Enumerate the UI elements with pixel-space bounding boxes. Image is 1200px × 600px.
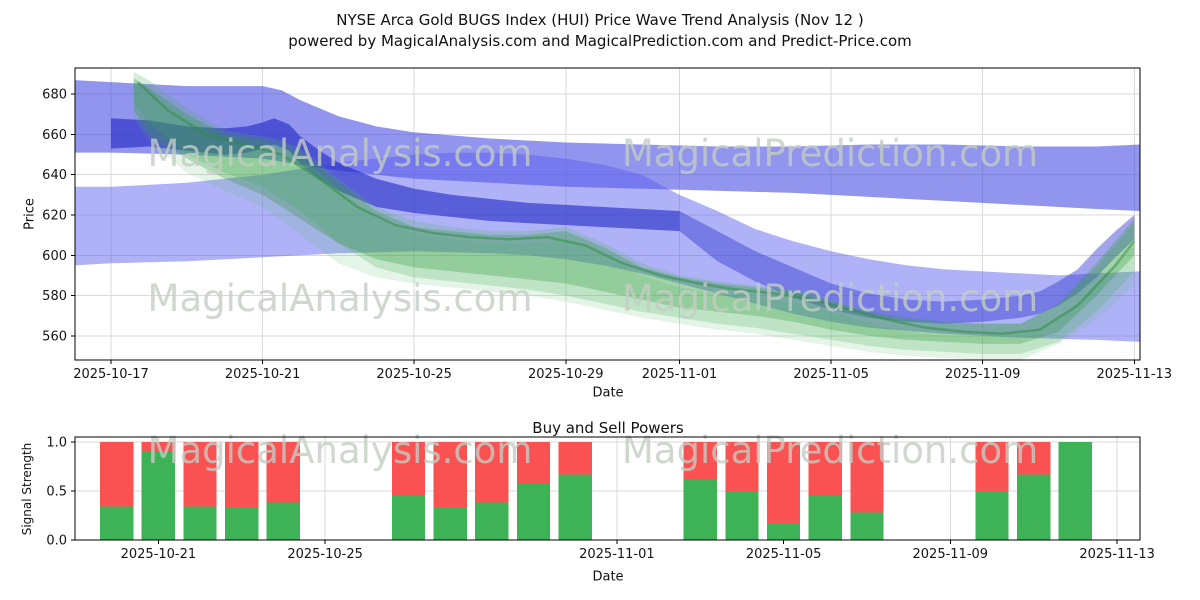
sell-power-bar <box>725 441 759 491</box>
watermark-text: MagicalAnalysis.com <box>148 277 533 320</box>
sell-power-bar <box>183 441 217 507</box>
buy-sell-powers-chart: MagicalAnalysis.com MagicalPrediction.com… <box>46 429 1155 562</box>
x-tick-label: 2025-11-13 <box>1079 547 1155 562</box>
buy-power-bar <box>766 523 801 540</box>
buy-power-bar <box>475 502 509 540</box>
lower-blue-forecast-band <box>75 152 1140 342</box>
buy-power-bar <box>391 495 426 540</box>
x-tick-label: 2025-10-21 <box>121 547 197 562</box>
sell-power-bar <box>433 441 467 508</box>
y-tick-label: 1.0 <box>46 435 67 450</box>
buy-power-bar <box>266 502 300 540</box>
sell-power-bar <box>1017 441 1051 475</box>
sell-power-bar <box>225 441 259 508</box>
x-tick-label: 2025-11-01 <box>579 547 655 562</box>
y-tick-label: 560 <box>42 329 67 344</box>
sell-power-bar <box>391 441 426 496</box>
buy-power-bar <box>850 512 884 540</box>
buy-power-bar <box>433 507 467 540</box>
powers-x-axis-label: Date <box>592 569 624 585</box>
x-tick-label: 2025-11-01 <box>642 367 718 382</box>
x-tick-label: 2025-11-09 <box>913 547 989 562</box>
sell-power-bar <box>558 441 592 475</box>
y-tick-label: 680 <box>42 88 67 103</box>
x-tick-label: 2025-10-17 <box>73 367 149 382</box>
powers-chart-title: Buy and Sell Powers <box>532 419 684 437</box>
buy-power-bar <box>1017 474 1051 540</box>
sell-power-bar <box>975 441 1009 491</box>
figure-title: NYSE Arca Gold BUGS Index (HUI) Price Wa… <box>336 11 864 29</box>
buy-power-bar <box>558 474 592 540</box>
sell-power-bar <box>141 441 175 452</box>
buy-power-bar <box>683 480 717 540</box>
sell-power-bar <box>516 441 551 485</box>
x-tick-label: 2025-11-05 <box>746 547 822 562</box>
watermark-text: MagicalAnalysis.com <box>148 132 533 175</box>
figure-subtitle: powered by MagicalAnalysis.com and Magic… <box>288 32 912 50</box>
buy-power-bar <box>808 495 842 540</box>
price-x-axis-label: Date <box>592 385 624 401</box>
x-tick-label: 2025-10-25 <box>287 547 363 562</box>
green-wave-core-band <box>133 78 1135 344</box>
x-tick-label: 2025-10-25 <box>376 367 452 382</box>
buy-power-bar <box>975 491 1009 540</box>
y-tick-label: 0.5 <box>46 485 67 500</box>
watermark-text: MagicalPrediction.com <box>622 429 1038 472</box>
x-tick-label: 2025-10-21 <box>225 367 301 382</box>
green-wave-outer-band <box>133 84 1135 360</box>
x-tick-label: 2025-10-29 <box>528 367 604 382</box>
y-tick-label: 600 <box>42 249 67 264</box>
y-tick-label: 580 <box>42 289 67 304</box>
y-tick-label: 0.0 <box>46 534 67 549</box>
price-y-axis-label: Price <box>22 198 38 230</box>
y-tick-label: 620 <box>42 209 67 224</box>
price-wave-chart: MagicalAnalysis.com MagicalPrediction.com… <box>42 67 1173 382</box>
buy-power-bar <box>100 506 134 540</box>
sell-power-bar <box>475 441 509 503</box>
buy-power-bar <box>725 491 759 540</box>
sell-power-bar <box>808 441 842 496</box>
sell-power-bar <box>683 441 717 481</box>
upper-blue-forecast-band <box>75 80 1140 211</box>
watermark-text: MagicalPrediction.com <box>622 132 1038 175</box>
y-tick-label: 660 <box>42 128 67 143</box>
buy-power-bar <box>516 484 551 540</box>
x-tick-label: 2025-11-05 <box>793 367 869 382</box>
watermark-text: MagicalPrediction.com <box>622 277 1038 320</box>
powers-y-axis-label: Signal Strength <box>20 442 34 536</box>
y-tick-label: 640 <box>42 168 67 183</box>
green-core-line <box>136 81 1136 336</box>
x-tick-label: 2025-11-09 <box>945 367 1021 382</box>
sell-power-bar <box>850 441 884 513</box>
plot-border <box>74 436 1141 541</box>
buy-power-bar <box>1058 441 1092 540</box>
watermark-text: MagicalAnalysis.com <box>148 429 533 472</box>
buy-power-bar <box>183 506 217 540</box>
buy-power-bar <box>225 507 259 540</box>
plot-border <box>74 67 1141 361</box>
sell-power-bar <box>100 441 134 507</box>
x-tick-label: 2025-11-13 <box>1097 367 1173 382</box>
green-wave-main-band <box>133 72 1135 354</box>
buy-power-bar <box>141 451 175 540</box>
sell-power-bar <box>766 441 801 524</box>
sell-power-bar <box>266 441 300 503</box>
